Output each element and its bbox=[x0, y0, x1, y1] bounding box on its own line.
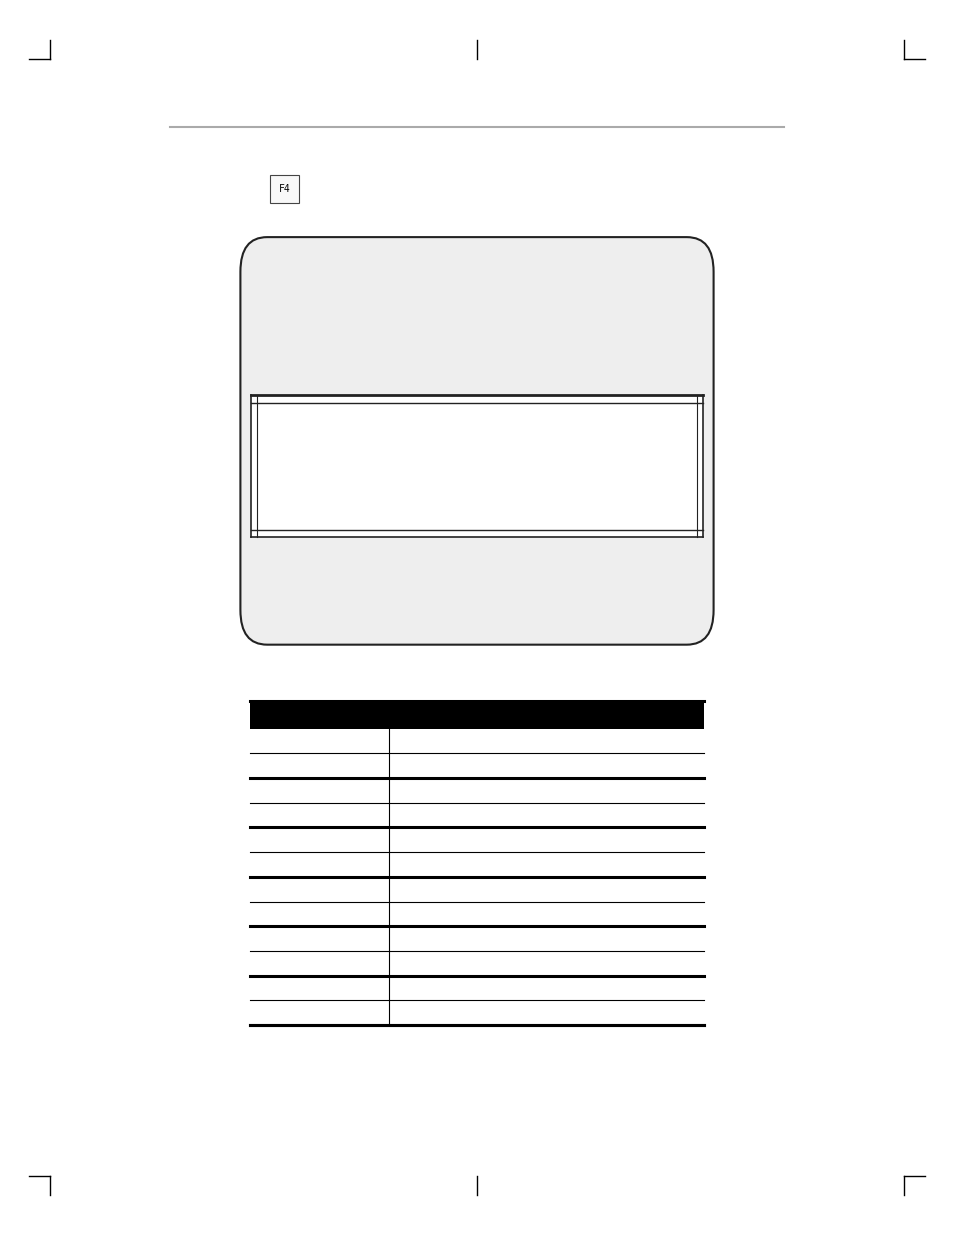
Bar bbox=[250, 1000, 703, 1025]
Bar bbox=[250, 976, 703, 1000]
Bar bbox=[250, 803, 703, 827]
Bar bbox=[250, 852, 703, 877]
Bar bbox=[250, 701, 703, 729]
Text: F4: F4 bbox=[278, 184, 290, 194]
Bar bbox=[250, 778, 703, 803]
Bar bbox=[250, 827, 703, 852]
Bar bbox=[250, 951, 703, 976]
FancyBboxPatch shape bbox=[240, 237, 713, 645]
FancyBboxPatch shape bbox=[270, 175, 298, 203]
Bar bbox=[250, 926, 703, 951]
Bar bbox=[250, 902, 703, 926]
Bar bbox=[250, 753, 703, 778]
Bar bbox=[250, 877, 703, 902]
Bar bbox=[250, 729, 703, 753]
Bar bbox=[251, 395, 702, 537]
